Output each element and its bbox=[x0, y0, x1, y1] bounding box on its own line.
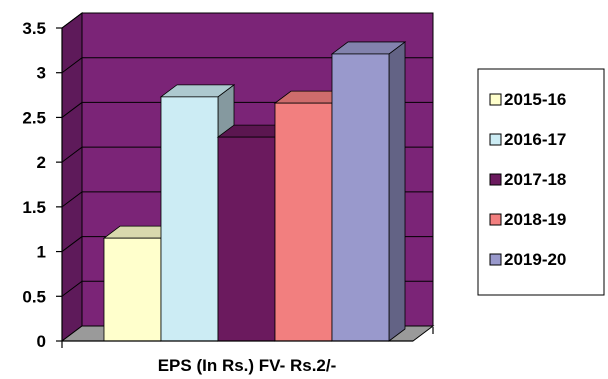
y-tick-label: 3 bbox=[37, 64, 46, 83]
legend-swatch bbox=[489, 253, 502, 266]
gridline-side bbox=[61, 102, 83, 118]
gridline-side bbox=[61, 280, 83, 297]
gridline-side bbox=[61, 57, 83, 74]
y-tick-label: 3.5 bbox=[22, 19, 46, 38]
legend-label: 2015-16 bbox=[504, 90, 566, 109]
legend-label: 2019-20 bbox=[504, 250, 566, 269]
legend-swatch bbox=[489, 213, 502, 226]
legend-item: 2017-18 bbox=[489, 170, 566, 189]
legend-item: 2019-20 bbox=[489, 250, 566, 269]
bar-front bbox=[217, 136, 276, 342]
y-tick-label: 1 bbox=[37, 243, 46, 262]
gridline-side bbox=[61, 146, 83, 163]
bar-front bbox=[274, 102, 333, 342]
y-tick-label: 2 bbox=[37, 153, 46, 172]
legend-label: 2018-19 bbox=[504, 210, 566, 229]
gridline-side bbox=[61, 236, 83, 252]
legend-item: 2015-16 bbox=[489, 90, 566, 109]
gridline-side bbox=[61, 12, 83, 29]
bar-front bbox=[160, 96, 219, 342]
bar-front bbox=[331, 53, 390, 342]
axes bbox=[56, 27, 434, 348]
y-tick-labels: 0 0.5 1 1.5 2 2.5 3 3.5 bbox=[22, 19, 46, 351]
bar-2019-20 bbox=[330, 41, 407, 342]
y-tick-label: 2.5 bbox=[22, 108, 46, 127]
legend: 2015-16 2016-17 2017-18 2018-19 2019-20 bbox=[477, 68, 605, 296]
legend-label: 2017-18 bbox=[504, 170, 566, 189]
legend-item: 2016-17 bbox=[489, 130, 566, 149]
y-tick-label: 0.5 bbox=[22, 287, 46, 306]
plot-side-wall bbox=[61, 12, 83, 342]
legend-swatch bbox=[489, 93, 502, 106]
bar-side bbox=[388, 41, 406, 342]
x-axis-label: EPS (In Rs.) FV- Rs.2/- bbox=[158, 356, 337, 375]
y-tick-label: 0 bbox=[37, 332, 46, 351]
gridline-side bbox=[61, 191, 83, 208]
legend-label: 2016-17 bbox=[504, 130, 566, 149]
legend-swatch bbox=[489, 173, 502, 186]
y-tick-label: 1.5 bbox=[22, 198, 46, 217]
bars bbox=[102, 41, 407, 342]
bar-front bbox=[103, 237, 162, 342]
legend-swatch bbox=[489, 133, 502, 146]
legend-item: 2018-19 bbox=[489, 210, 566, 229]
